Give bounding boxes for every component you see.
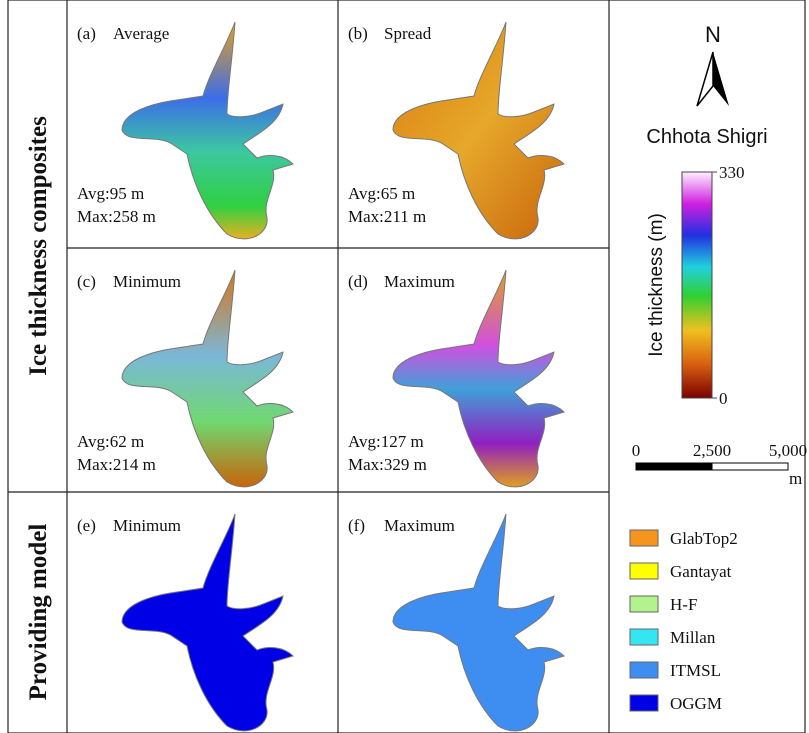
- figure: Ice thickness composites Providing model…: [0, 0, 809, 733]
- row-label: Providing model: [25, 524, 52, 701]
- panel-stat: Avg:62 m: [77, 432, 144, 451]
- panel-label: (a): [77, 24, 96, 43]
- legend-label: H-F: [670, 595, 697, 614]
- site-name: Chhota Shigri: [646, 126, 767, 148]
- scale-segment: [636, 463, 712, 470]
- panel-stat: Max:211 m: [348, 207, 426, 226]
- glacier-map: [122, 514, 293, 731]
- north-arrow: [713, 52, 729, 106]
- legend-swatch: [630, 629, 658, 645]
- panel-stat: Max:258 m: [77, 207, 156, 226]
- colorbar: [682, 172, 712, 398]
- panel-title: Average: [113, 24, 169, 43]
- panel-stat: Max:329 m: [348, 455, 427, 474]
- legend-swatch: [630, 596, 658, 612]
- scale-label: 2,500: [693, 441, 731, 460]
- north-label: N: [705, 22, 721, 47]
- panel-title: Maximum: [384, 516, 455, 535]
- legend-label: OGGM: [670, 694, 722, 713]
- legend-label: Gantayat: [670, 562, 732, 581]
- panel-title: Minimum: [113, 272, 181, 291]
- legend-swatch: [630, 695, 658, 711]
- colorbar-tick-label: 0: [719, 389, 728, 408]
- panel-stat: Avg:127 m: [348, 432, 424, 451]
- panel-label: (d): [348, 272, 368, 291]
- panel-stat: Avg:65 m: [348, 184, 415, 203]
- colorbar-title: Ice thickness (m): [646, 213, 667, 357]
- legend-label: ITMSL: [670, 661, 721, 680]
- row-label: Ice thickness composites: [25, 116, 52, 376]
- panel-label: (b): [348, 24, 368, 43]
- panel-label: (f): [348, 516, 365, 535]
- colorbar-tick-label: 330: [719, 163, 745, 182]
- panel-stat: Avg:95 m: [77, 184, 144, 203]
- panel-title: Minimum: [113, 516, 181, 535]
- scale-segment: [712, 463, 788, 470]
- legend-swatch: [630, 662, 658, 678]
- scale-label: 0: [632, 441, 641, 460]
- scale-label: 5,000: [769, 441, 807, 460]
- north-arrow: [697, 52, 713, 106]
- legend-swatch: [630, 563, 658, 579]
- legend-swatch: [630, 530, 658, 546]
- panel-title: Maximum: [384, 272, 455, 291]
- panel-label: (c): [77, 272, 96, 291]
- panel-title: Spread: [384, 24, 432, 43]
- glacier-map: [393, 514, 564, 731]
- panel-label: (e): [77, 516, 96, 535]
- legend-label: Millan: [670, 628, 716, 647]
- scale-unit: m: [789, 469, 802, 488]
- legend-label: GlabTop2: [670, 529, 738, 548]
- panel-stat: Max:214 m: [77, 455, 156, 474]
